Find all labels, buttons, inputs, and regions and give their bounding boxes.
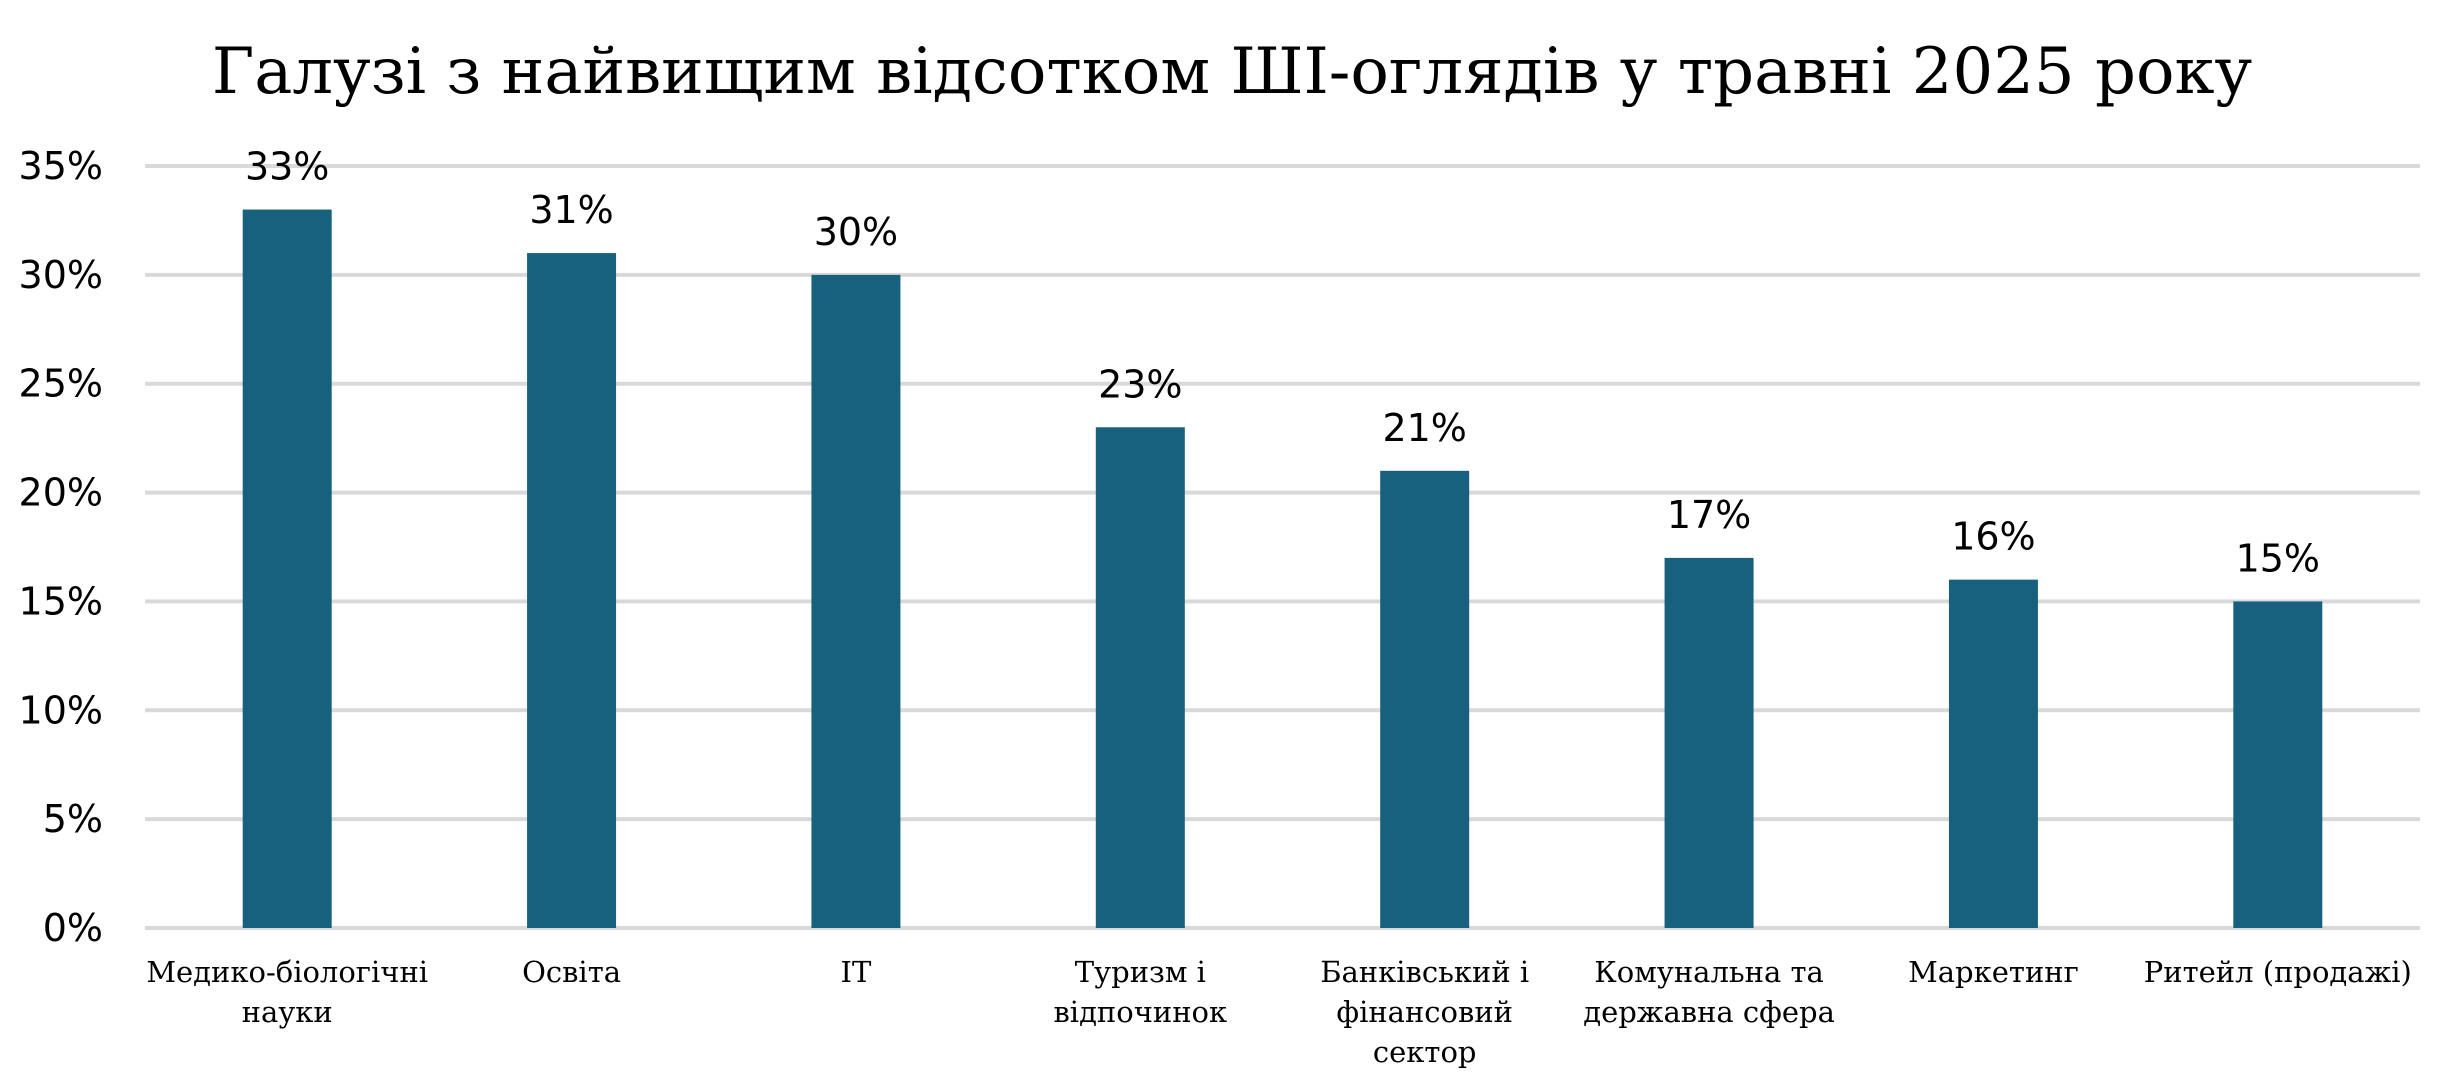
x-tick-label-line: фінансовий (1336, 995, 1513, 1029)
x-tick-label-line: Ритейл (продажі) (2144, 955, 2412, 989)
x-tick-label-line: Медико-біологічні (146, 955, 428, 989)
bar (1380, 470, 1470, 928)
x-tick-label-line: державна сфера (1583, 995, 1835, 1029)
bar (2233, 601, 2323, 928)
x-tick-label-line: Туризм і (1075, 955, 1206, 989)
x-tick-label: Медико-біологічні науки (146, 955, 428, 1029)
data-labels: 33% 31% 30% 23% 21% 17% 16% 15% (245, 145, 2320, 581)
x-tick-label: Маркетинг (1908, 955, 2079, 989)
data-label: 23% (1098, 362, 1182, 406)
data-label: 33% (245, 145, 329, 189)
data-label: 17% (1667, 493, 1751, 537)
x-tick-label-line: IT (841, 955, 872, 989)
bar (527, 253, 617, 929)
bar (811, 274, 901, 928)
bar (242, 209, 332, 929)
x-tick-label-line: Банківський і (1320, 955, 1529, 989)
x-tick-label-line: Маркетинг (1908, 955, 2079, 989)
y-tick-label: 10% (19, 688, 103, 732)
bar (1095, 427, 1185, 928)
x-tick-label: Освіта (522, 955, 621, 989)
x-axis-ticks: Медико-біологічні науки Освіта IT Туризм і ві… (146, 955, 2412, 1069)
bars (242, 209, 2323, 929)
data-label: 30% (814, 210, 898, 254)
x-tick-label: Комунальна та державна сфера (1583, 955, 1835, 1029)
x-tick-label: Туризм і відпочинок (1053, 955, 1227, 1029)
y-axis-ticks: 0% 5% 10% 15% 20% 25% 30% 35% (19, 144, 103, 950)
y-tick-label: 30% (19, 253, 103, 297)
data-label: 16% (1951, 515, 2035, 559)
y-tick-label: 5% (43, 797, 103, 841)
y-tick-label: 25% (19, 362, 103, 406)
data-label: 15% (2236, 536, 2320, 580)
x-tick-label-line: Комунальна та (1594, 955, 1824, 989)
x-tick-label: Банківський і фінансовий сектор (1320, 955, 1529, 1069)
x-tick-label-line: відпочинок (1053, 995, 1227, 1029)
gridlines (145, 164, 2420, 930)
x-tick-label: IT (841, 955, 872, 989)
y-tick-label: 35% (19, 144, 103, 188)
y-tick-label: 0% (43, 906, 103, 950)
chart-title: Галузі з найвищим відсотком ШІ-оглядів у… (212, 35, 2252, 109)
x-tick-label-line: сектор (1373, 1035, 1477, 1069)
y-tick-label: 15% (19, 579, 103, 623)
data-label: 31% (529, 188, 613, 232)
bar (1948, 579, 2038, 928)
x-tick-label: Ритейл (продажі) (2144, 955, 2412, 989)
x-tick-label-line: науки (242, 995, 333, 1029)
data-label: 21% (1382, 406, 1466, 450)
y-tick-label: 20% (19, 471, 103, 515)
x-tick-label-line: Освіта (522, 955, 621, 989)
bar (1664, 557, 1754, 928)
